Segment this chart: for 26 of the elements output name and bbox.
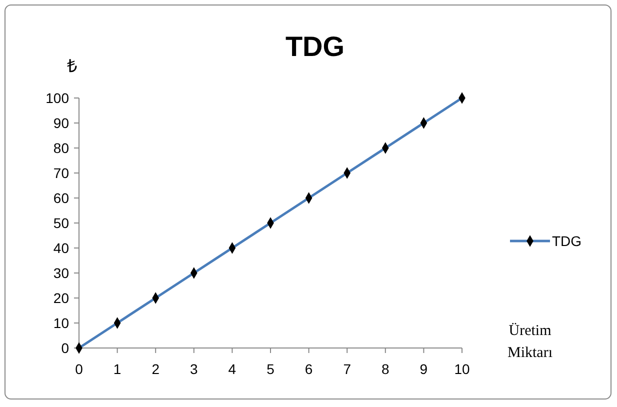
y-tick-label: 20 bbox=[53, 290, 70, 306]
y-tick-label: 10 bbox=[53, 315, 70, 331]
x-tick-label: 2 bbox=[152, 361, 160, 377]
x-tick-label: 10 bbox=[454, 361, 470, 377]
y-tick-label: 80 bbox=[53, 140, 70, 156]
x-tick-label: 8 bbox=[382, 361, 390, 377]
chart-title: TDG bbox=[285, 31, 345, 62]
x-tick-label: 0 bbox=[75, 361, 84, 377]
y-tick-label: 100 bbox=[46, 90, 70, 106]
y-axis-title: ₺ bbox=[67, 56, 77, 76]
y-tick-label: 60 bbox=[53, 190, 70, 206]
x-tick-label: 9 bbox=[420, 361, 428, 377]
x-tick-label: 1 bbox=[113, 361, 122, 377]
y-tick-label: 40 bbox=[53, 240, 70, 256]
y-tick-label: 70 bbox=[53, 165, 70, 181]
x-tick-label: 3 bbox=[190, 361, 198, 377]
legend-label: TDG bbox=[552, 233, 582, 249]
y-tick-label: 0 bbox=[61, 340, 70, 356]
x-tick-label: 6 bbox=[304, 361, 313, 377]
y-tick-label: 90 bbox=[53, 115, 70, 131]
y-tick-label: 30 bbox=[53, 265, 70, 281]
x-tick-label: 5 bbox=[266, 361, 275, 377]
x-axis-title: Üretim Miktarı bbox=[508, 322, 552, 361]
x-tick-label: 7 bbox=[343, 361, 352, 377]
x-tick-label: 4 bbox=[228, 361, 236, 377]
y-tick-label: 50 bbox=[53, 215, 70, 231]
